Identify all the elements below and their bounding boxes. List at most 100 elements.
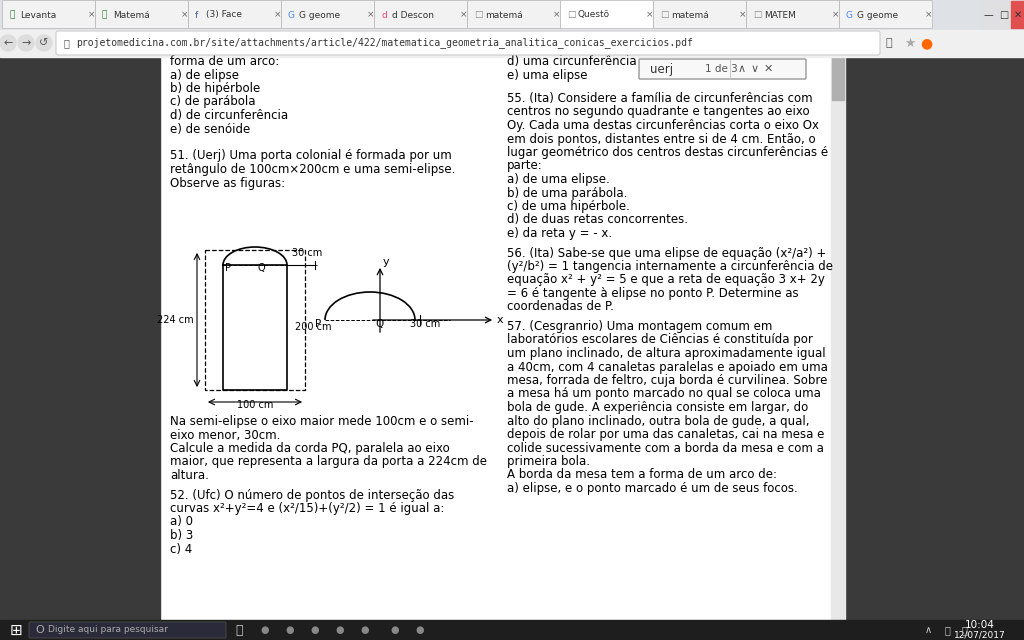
Text: ×: × — [553, 10, 560, 19]
Text: primeira bola.: primeira bola. — [507, 455, 590, 468]
Text: a) de elipse: a) de elipse — [170, 68, 239, 81]
Text: Matemá: Matemá — [113, 10, 150, 19]
Text: depois de rolar por uma das canaletas, cai na mesa e: depois de rolar por uma das canaletas, c… — [507, 428, 824, 441]
Text: bola de gude. A experiência consiste em largar, do: bola de gude. A experiência consiste em … — [507, 401, 808, 414]
Text: d) uma circunferência: d) uma circunferência — [507, 55, 637, 68]
Text: a) 0: a) 0 — [170, 515, 193, 529]
Text: ×: × — [460, 10, 468, 19]
Text: matemá: matemá — [671, 10, 709, 19]
Text: ×: × — [88, 10, 95, 19]
Text: 57. (Cesgranrio) Uma montagem comum em: 57. (Cesgranrio) Uma montagem comum em — [507, 320, 772, 333]
Text: a mesa há um ponto marcado no qual se coloca uma: a mesa há um ponto marcado no qual se co… — [507, 387, 821, 401]
Bar — [981, 1, 995, 28]
Text: □: □ — [567, 10, 575, 19]
Text: □: □ — [753, 10, 762, 19]
Bar — [831, 55, 844, 100]
Text: Q: Q — [257, 263, 264, 273]
FancyBboxPatch shape — [639, 59, 806, 79]
Text: ×: × — [831, 10, 840, 19]
Bar — [831, 57, 845, 620]
Text: eixo menor, 30cm.: eixo menor, 30cm. — [170, 429, 281, 442]
Text: ●: ● — [390, 625, 398, 635]
Text: ⓘ: ⓘ — [63, 38, 70, 48]
Text: 55. (Ita) Considere a família de circunferências com: 55. (Ita) Considere a família de circunf… — [507, 92, 813, 105]
Text: lugar geométrico dos centros destas circunferências é: lugar geométrico dos centros destas circ… — [507, 146, 828, 159]
Text: 200 cm: 200 cm — [295, 323, 332, 333]
Text: c) 4: c) 4 — [170, 543, 193, 556]
Text: a 40cm, com 4 canaletas paralelas e apoiado em uma: a 40cm, com 4 canaletas paralelas e apoi… — [507, 360, 827, 374]
Text: maior, que representa a largura da porta a 224cm de: maior, que representa a largura da porta… — [170, 456, 487, 468]
Text: (3) Face: (3) Face — [206, 10, 242, 19]
Text: ∧: ∧ — [738, 64, 746, 74]
Text: parte:: parte: — [507, 159, 543, 173]
Text: Observe as figuras:: Observe as figuras: — [170, 177, 285, 189]
Text: —: — — [983, 10, 993, 20]
Text: d) de duas retas concorrentes.: d) de duas retas concorrentes. — [507, 214, 688, 227]
Text: c) de uma hipérbole.: c) de uma hipérbole. — [507, 200, 630, 213]
Text: 📋: 📋 — [9, 10, 14, 19]
Text: ×: × — [367, 10, 375, 19]
Text: e) uma elipse: e) uma elipse — [507, 68, 588, 81]
Text: curvas x²+y²=4 e (x²/15)+(y²/2) = 1 é igual a:: curvas x²+y²=4 e (x²/15)+(y²/2) = 1 é ig… — [170, 502, 444, 515]
Text: Q: Q — [375, 319, 383, 329]
Text: 🔊: 🔊 — [945, 625, 951, 635]
Text: Oy. Cada uma destas circunferências corta o eixo Ox: Oy. Cada uma destas circunferências cort… — [507, 119, 819, 132]
Text: a) elipse, e o ponto marcado é um de seus focos.: a) elipse, e o ponto marcado é um de seu… — [507, 482, 798, 495]
Text: d) de circunferência: d) de circunferência — [170, 109, 288, 122]
FancyBboxPatch shape — [560, 1, 653, 29]
Text: matemá: matemá — [485, 10, 522, 19]
FancyBboxPatch shape — [840, 1, 933, 29]
FancyBboxPatch shape — [375, 1, 468, 29]
Text: ●: ● — [260, 625, 268, 635]
Text: mesa, forrada de feltro, cuja borda é curvilinea. Sobre: mesa, forrada de feltro, cuja borda é cu… — [507, 374, 827, 387]
FancyBboxPatch shape — [56, 31, 880, 55]
Text: ←: ← — [3, 38, 12, 48]
Text: ×: × — [646, 10, 653, 19]
Text: G geome: G geome — [857, 10, 898, 19]
Text: G: G — [846, 10, 853, 19]
Text: Na semi-elipse o eixo maior mede 100cm e o semi-: Na semi-elipse o eixo maior mede 100cm e… — [170, 415, 474, 428]
Text: ●: ● — [360, 625, 369, 635]
Bar — [160, 57, 845, 620]
Text: x: x — [497, 315, 504, 325]
Text: projetomedicina.com.br/site/attachments/article/422/matematica_geometria_analiti: projetomedicina.com.br/site/attachments/… — [76, 38, 693, 49]
Circle shape — [36, 35, 52, 51]
Text: ∧: ∧ — [925, 625, 932, 635]
Text: b) 3: b) 3 — [170, 529, 194, 542]
Text: 100 cm: 100 cm — [237, 400, 273, 410]
Text: 30 cm: 30 cm — [292, 248, 323, 258]
Text: Levanta: Levanta — [20, 10, 56, 19]
Text: a) de uma elipse.: a) de uma elipse. — [507, 173, 609, 186]
Text: A borda da mesa tem a forma de um arco de:: A borda da mesa tem a forma de um arco d… — [507, 468, 777, 481]
Text: d: d — [381, 10, 387, 19]
Text: MATEM: MATEM — [764, 10, 796, 19]
FancyBboxPatch shape — [95, 1, 188, 29]
Text: 12/07/2017: 12/07/2017 — [954, 630, 1006, 639]
Text: ●: ● — [335, 625, 343, 635]
Text: coordenadas de P.: coordenadas de P. — [507, 301, 613, 314]
Text: 1 de 3: 1 de 3 — [705, 64, 737, 74]
Circle shape — [0, 35, 16, 51]
Text: □: □ — [660, 10, 669, 19]
Text: ✕: ✕ — [764, 64, 773, 74]
Text: e) de senóide: e) de senóide — [170, 122, 250, 136]
Text: ×: × — [925, 10, 933, 19]
Bar — [0, 620, 1024, 640]
Bar — [0, 30, 1024, 57]
Text: ⧉: ⧉ — [234, 623, 243, 637]
Text: em dois pontos, distantes entre si de 4 cm. Então, o: em dois pontos, distantes entre si de 4 … — [507, 132, 816, 145]
Text: 30 cm: 30 cm — [410, 319, 440, 329]
FancyBboxPatch shape — [2, 1, 95, 29]
FancyBboxPatch shape — [653, 1, 746, 29]
Text: P: P — [225, 263, 231, 273]
Text: G geome: G geome — [299, 10, 340, 19]
Bar — [1011, 1, 1024, 28]
Text: ●: ● — [310, 625, 318, 635]
Text: b) de hipérbole: b) de hipérbole — [170, 82, 260, 95]
Text: (y²/b²) = 1 tangencia internamente a circunferência de: (y²/b²) = 1 tangencia internamente a cir… — [507, 260, 833, 273]
Bar — [0, 0, 1024, 30]
Text: Questõ: Questõ — [578, 10, 610, 19]
Text: uerj: uerj — [650, 63, 673, 76]
FancyBboxPatch shape — [188, 1, 282, 29]
Text: d Descon: d Descon — [392, 10, 434, 19]
